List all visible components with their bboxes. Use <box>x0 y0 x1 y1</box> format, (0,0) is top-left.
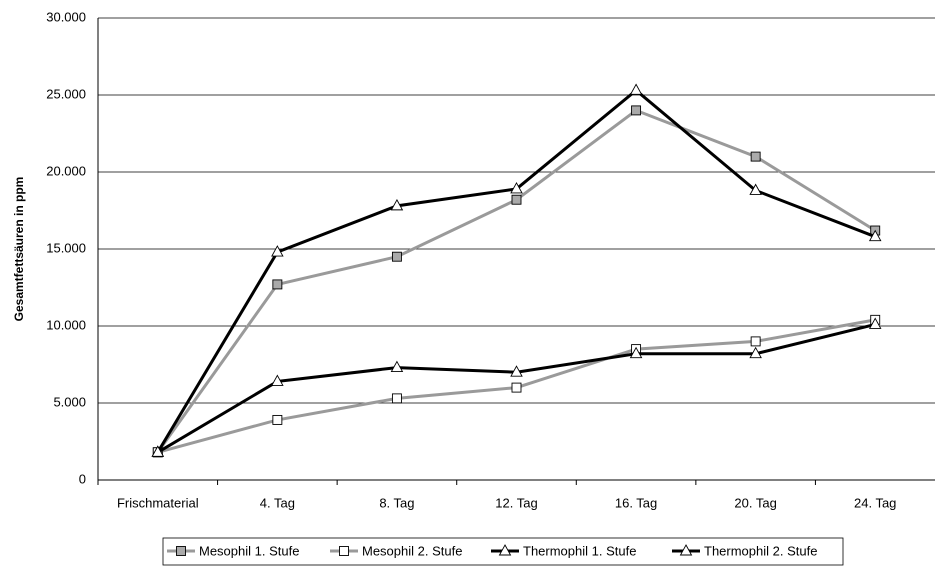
marker <box>272 414 283 425</box>
y-tick-label: 5.000 <box>53 394 86 409</box>
marker <box>629 346 643 359</box>
marker <box>391 251 402 262</box>
x-tick-label: 8. Tag <box>379 495 414 510</box>
marker <box>750 336 761 347</box>
marker <box>868 317 882 329</box>
legend-label: Thermophil 2. Stufe <box>704 543 817 558</box>
x-tick-label: Frischmaterial <box>117 495 199 510</box>
marker <box>510 182 523 194</box>
marker <box>151 445 165 457</box>
x-tick-label: 20. Tag <box>734 495 776 510</box>
series-line <box>156 108 877 454</box>
marker <box>631 105 642 116</box>
y-tick-label: 25.000 <box>46 86 86 101</box>
marker <box>749 183 762 195</box>
marker <box>510 365 523 377</box>
x-tick-label: 4. Tag <box>260 495 295 510</box>
marker <box>272 279 283 290</box>
y-tick-label: 0 <box>79 471 86 486</box>
marker <box>176 546 186 556</box>
marker <box>339 546 349 556</box>
marker <box>498 544 512 556</box>
marker <box>511 194 522 205</box>
series-line <box>156 88 876 454</box>
legend-label: Mesophil 1. Stufe <box>199 543 299 558</box>
legend-label: Mesophil 2. Stufe <box>362 543 462 558</box>
marker <box>390 360 404 373</box>
marker <box>390 198 404 211</box>
marker <box>271 245 284 257</box>
marker <box>750 151 761 162</box>
x-tick-label: 12. Tag <box>495 495 537 510</box>
legend-label: Thermophil 1. Stufe <box>523 543 636 558</box>
marker <box>868 229 882 242</box>
marker <box>271 374 284 386</box>
marker <box>749 346 762 359</box>
x-tick-label: 16. Tag <box>615 495 657 510</box>
marker <box>391 393 402 404</box>
marker <box>679 544 693 556</box>
x-tick-label: 24. Tag <box>854 495 896 510</box>
y-axis-title: Gesamtfettsäuren in ppm <box>12 177 26 322</box>
y-tick-label: 20.000 <box>46 163 86 178</box>
y-tick-label: 15.000 <box>46 240 86 255</box>
marker <box>511 382 522 393</box>
y-tick-label: 10.000 <box>46 317 86 332</box>
marker <box>629 83 643 95</box>
y-tick-label: 30.000 <box>46 9 86 24</box>
